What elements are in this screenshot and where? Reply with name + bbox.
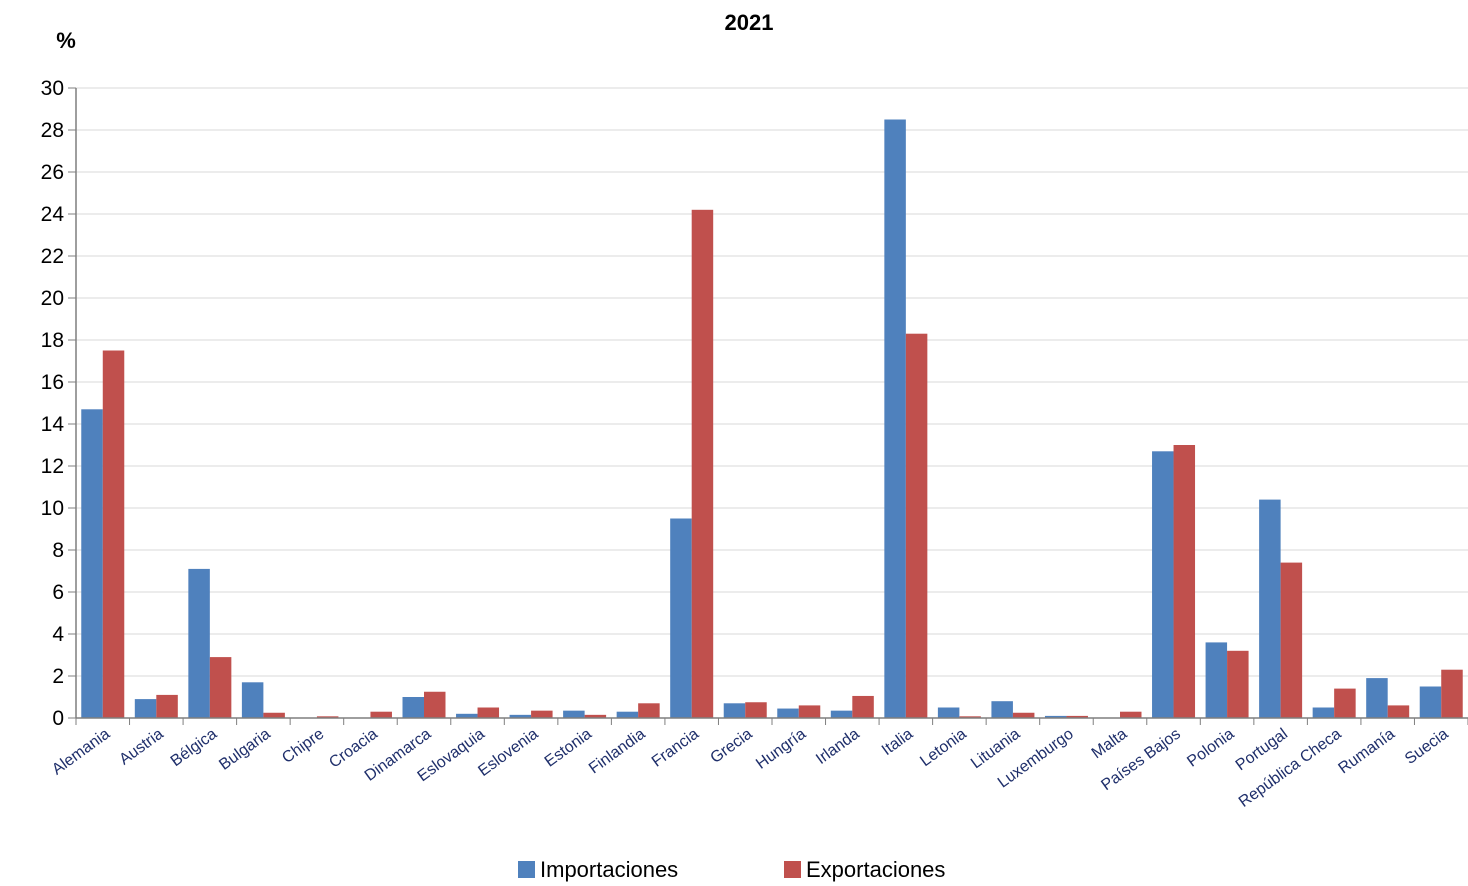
y-tick-label: 8 [52,539,64,562]
bar-exportaciones [638,703,660,718]
bar-importaciones [402,697,424,718]
bar-exportaciones [156,694,178,718]
bar-importaciones [723,703,746,718]
x-tick-label: Rumanía [1336,725,1399,777]
bars [81,119,1463,719]
bar-importaciones [1205,642,1228,718]
bar-exportaciones [1120,711,1142,718]
bar-importaciones [1312,707,1335,718]
bar-exportaciones [477,707,500,718]
bar-exportaciones [905,333,928,718]
x-tick-label: Austria [116,725,166,768]
y-tick-label: 10 [41,497,64,520]
legend-swatch-importaciones [518,861,535,878]
x-tick-label: Bélgica [168,725,221,770]
y-tick-label: 24 [41,203,65,226]
bar-importaciones [1259,499,1281,718]
y-tick-label: 4 [52,623,64,646]
bar-exportaciones [1066,715,1088,718]
x-tick-label: Chipre [279,725,327,767]
y-tick-label: 26 [41,161,64,184]
bar-importaciones [563,710,585,718]
bar-importaciones [1419,686,1442,718]
bar-importaciones [134,699,157,718]
bar-importaciones [616,711,639,718]
x-tick-label: Alemania [49,725,113,778]
bar-importaciones [937,707,960,718]
bar-exportaciones [798,705,821,718]
legend-label-importaciones: Importaciones [540,857,678,882]
bar-exportaciones [370,711,392,718]
y-tick-label: 18 [41,329,64,352]
y-tick-label: 6 [52,581,64,604]
bar-exportaciones [1173,445,1196,718]
x-tick-label: Malta [1089,725,1131,762]
bar-importaciones [670,518,692,718]
bar-exportaciones [1280,562,1303,718]
bar-importaciones [241,682,264,718]
legend-swatch-exportaciones [784,861,801,878]
bar-importaciones [884,119,906,718]
bar-exportaciones [1012,712,1035,718]
bar-exportaciones [102,350,125,718]
y-tick-label: 16 [41,371,64,394]
x-tick-label: Irlanda [813,725,863,768]
bar-importaciones [1366,678,1388,718]
bar-exportaciones [263,712,285,718]
legend-label-exportaciones: Exportaciones [806,857,945,882]
bar-exportaciones [1387,705,1410,718]
bar-exportaciones [1441,669,1463,718]
x-tick-label: Francia [649,725,702,770]
x-tick-label: Hungría [753,725,809,772]
bar-exportaciones [531,710,553,718]
bar-importaciones [509,714,532,718]
bar-importaciones [456,713,478,718]
x-tick-label: Italia [879,725,916,759]
x-tick-label: Grecia [707,725,755,767]
x-tick-label: Suecia [1402,725,1452,768]
y-tick-label: 2 [52,665,64,688]
bar-exportaciones [1227,650,1249,718]
y-tick-label: 0 [52,707,64,730]
y-axis-unit-label: % [56,28,76,53]
bar-exportaciones [316,716,339,718]
bar-importaciones [1152,451,1174,718]
x-tick-label: Eslovenia [475,725,541,780]
x-tick-label: Finlandia [586,725,649,777]
bar-exportaciones [852,695,874,718]
y-tick-label: 12 [41,455,64,478]
bar-exportaciones [959,716,981,718]
x-tick-label: Polonia [1184,725,1237,770]
y-tick-label: 28 [41,119,64,142]
bar-importaciones [1044,715,1067,718]
bar-importaciones [188,568,210,718]
bar-exportaciones [1334,688,1356,718]
y-tick-label: 20 [41,287,64,310]
bar-importaciones [991,701,1013,718]
y-tick-label: 14 [41,413,65,436]
chart-title: 2021 [725,10,774,35]
legend: Importaciones Exportaciones [518,857,945,882]
bar-importaciones [81,409,103,718]
bar-exportaciones [424,691,446,718]
gridlines [76,87,1468,677]
bar-exportaciones [745,702,767,718]
y-tick-label: 30 [41,77,64,100]
bar-importaciones [777,708,799,718]
bar-exportaciones [584,714,607,718]
bar-exportaciones [209,657,232,718]
bar-importaciones [830,710,853,718]
x-tick-label: Bulgaria [216,725,274,773]
y-tick-label: 22 [41,245,64,268]
x-tick-label: Letonia [917,725,970,770]
bar-exportaciones [691,209,714,719]
